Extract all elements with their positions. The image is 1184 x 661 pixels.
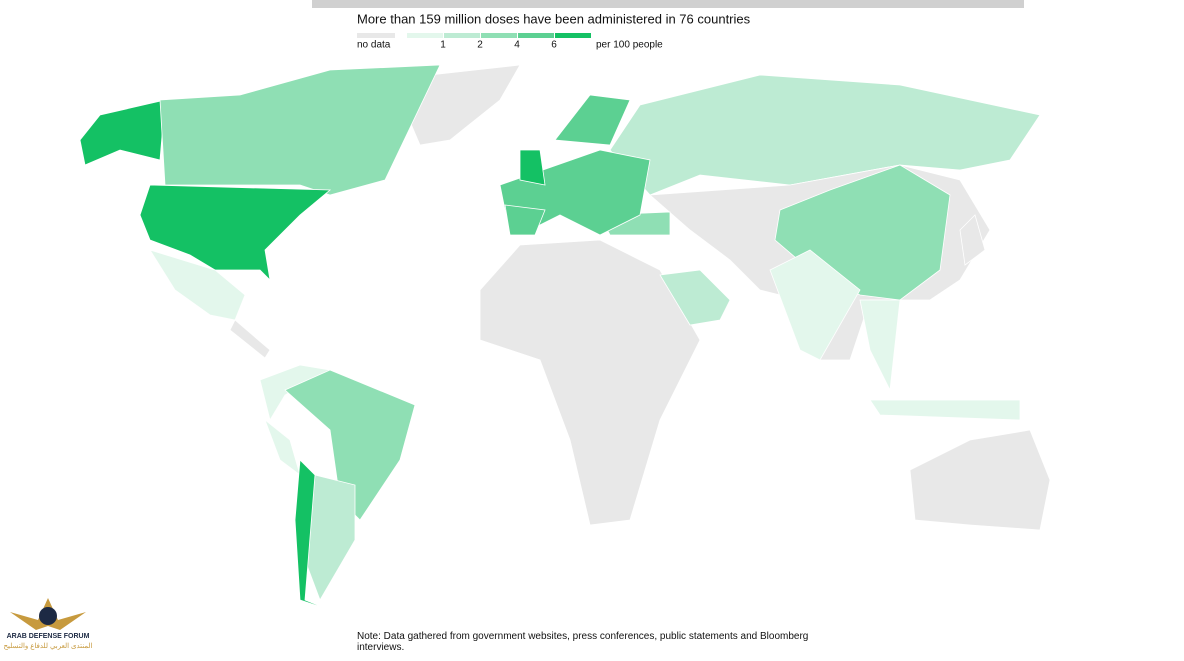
legend-swatch — [518, 33, 554, 38]
country-area — [959, 214, 986, 266]
country-area — [504, 204, 546, 236]
country-area — [284, 369, 416, 521]
legend-tick-label: 1 — [440, 40, 446, 51]
country-area — [659, 269, 731, 326]
watermark-arabic: المنتدى العربي للدفاع والتسليح — [4, 642, 93, 650]
country-area — [229, 319, 271, 359]
country-area — [519, 149, 546, 186]
country-area — [769, 249, 861, 361]
legend-tick-label: 2 — [477, 40, 483, 51]
legend-swatch — [555, 33, 591, 38]
legend-swatch — [407, 33, 443, 38]
country-area — [859, 299, 901, 392]
legend: no data per 100 people 1 2 4 6 — [357, 33, 663, 51]
country-area — [79, 99, 166, 166]
legend-swatch — [481, 33, 517, 38]
country-area — [609, 74, 1041, 196]
watermark-name: ARAB DEFENSE FORUM — [7, 633, 90, 640]
legend-label: no data — [357, 40, 391, 51]
legend-swatch — [444, 33, 480, 38]
legend-swatch — [357, 33, 395, 38]
map-title: More than 159 million doses have been ad… — [357, 11, 751, 26]
legend-tick-label: 6 — [551, 40, 557, 51]
country-area — [264, 418, 301, 477]
legend-tick-label: 4 — [514, 40, 520, 51]
scroll-bar — [312, 0, 1024, 8]
country-area — [159, 64, 441, 196]
note: Note: Data gathered from government webs… — [357, 631, 809, 653]
watermark-logo: ARAB DEFENSE FORUM المنتدى العربي للدفاع… — [4, 598, 93, 650]
country-area — [139, 184, 332, 282]
country-area — [479, 239, 701, 526]
map-shapes — [79, 64, 1051, 611]
country-area — [294, 459, 331, 611]
legend-unit: per 100 people — [596, 40, 663, 51]
country-area — [554, 94, 631, 146]
country-area — [869, 399, 1021, 421]
country-area — [909, 429, 1051, 531]
